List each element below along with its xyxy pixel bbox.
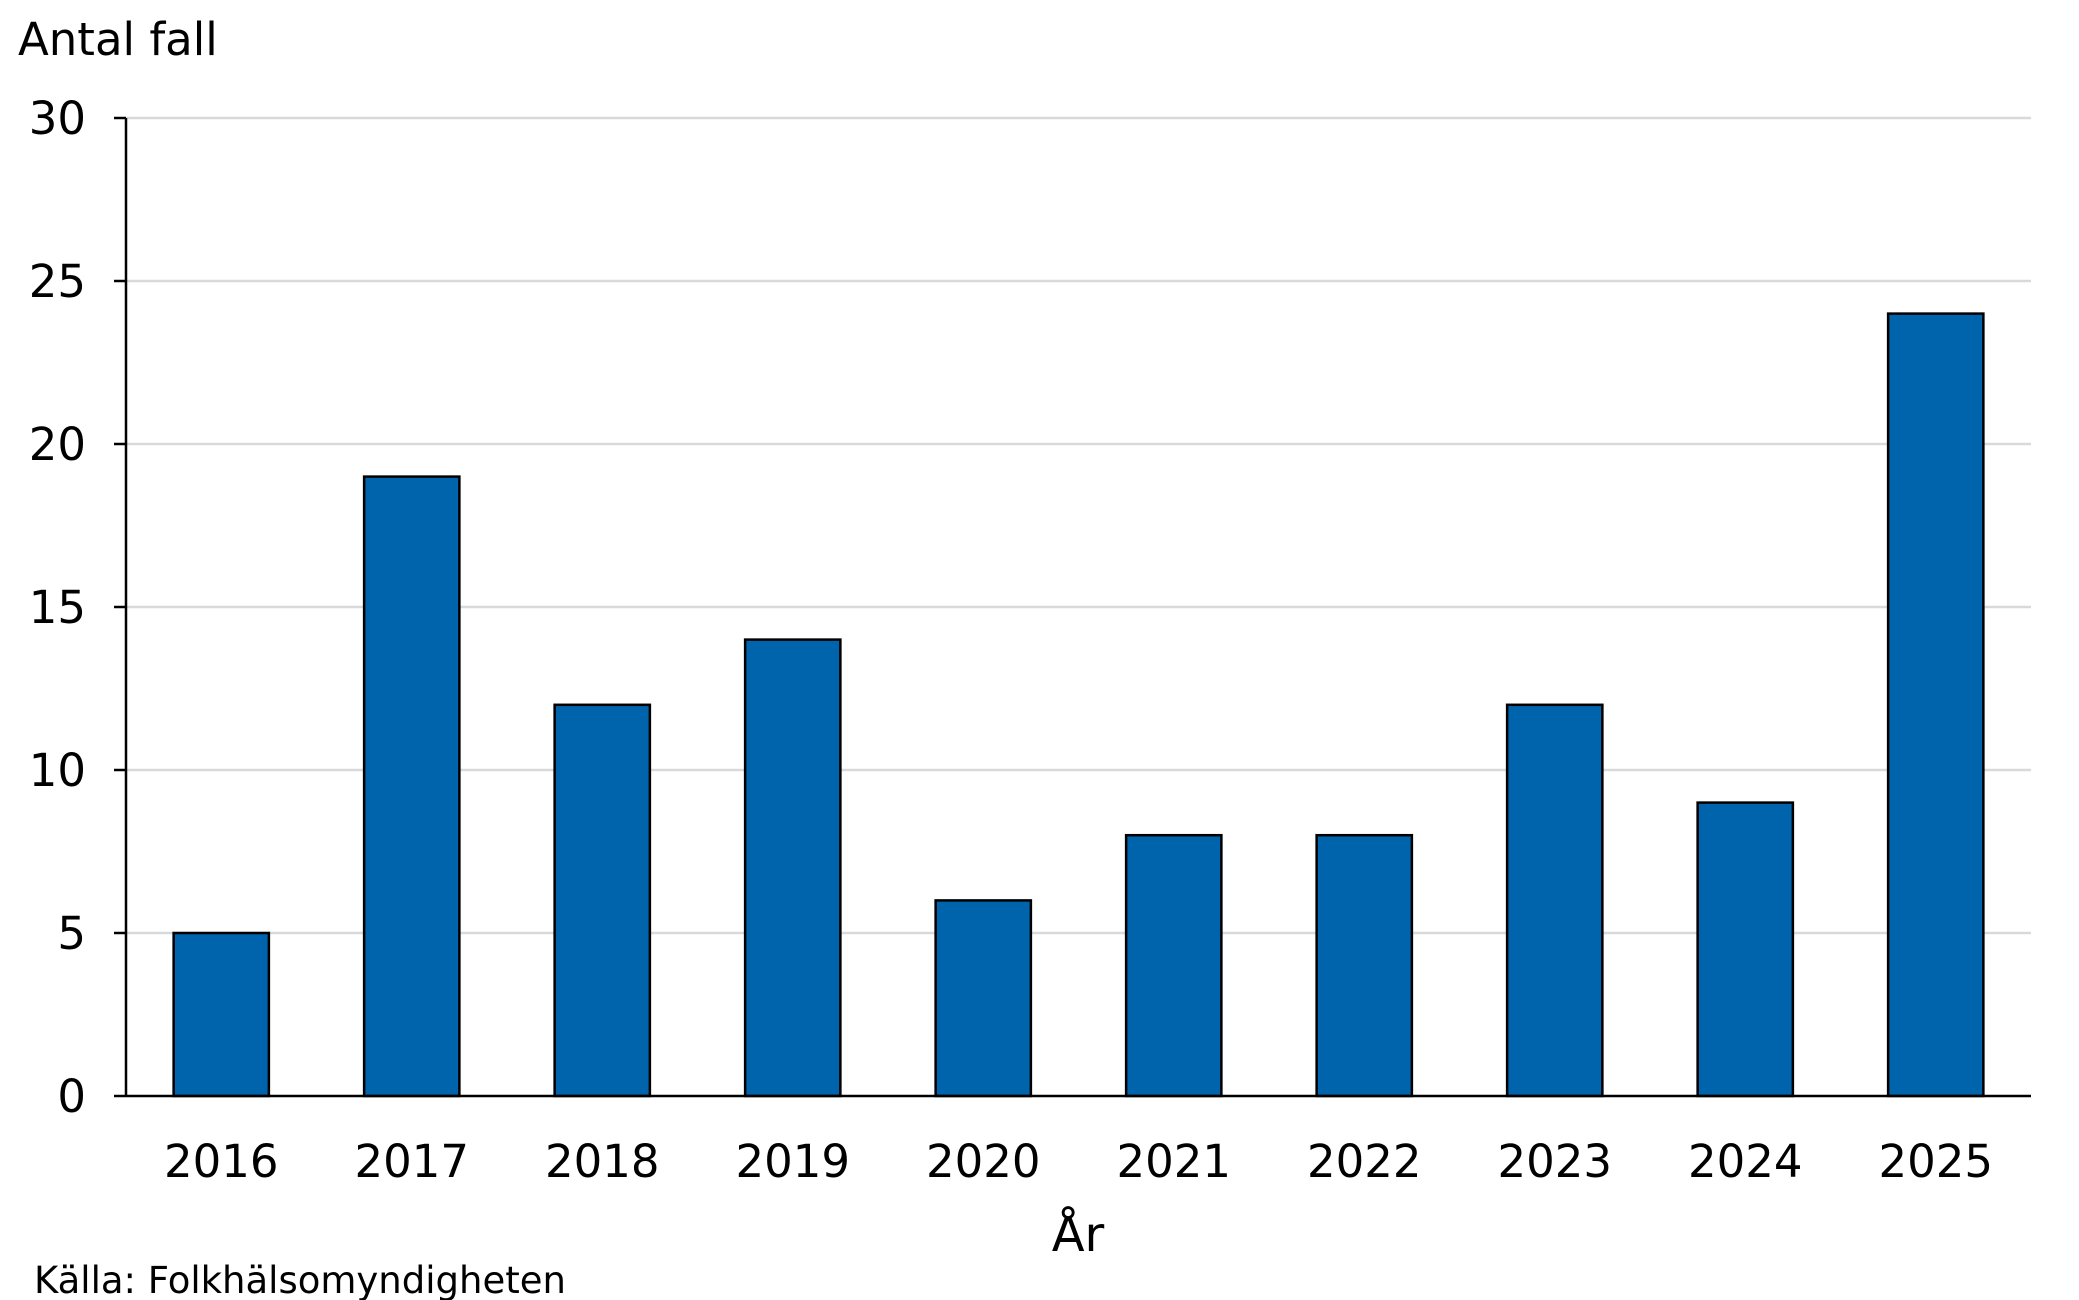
x-tick-label: 2025 bbox=[1878, 1135, 1993, 1188]
x-axis-ticks: 2016 2017 2018 2019 2020 2021 2022 2023 2024 2025 bbox=[164, 1135, 1993, 1188]
bar-2017 bbox=[362, 475, 461, 1098]
bars bbox=[172, 312, 1985, 1098]
bar-2019 bbox=[743, 638, 842, 1098]
x-tick-label: 2021 bbox=[1116, 1135, 1231, 1188]
y-tick-label: 30 bbox=[29, 92, 86, 145]
y-axis-ticks: 0 5 10 15 20 25 30 bbox=[29, 92, 126, 1123]
source-note: Källa: Folkhälsomyndigheten bbox=[34, 1259, 566, 1300]
x-tick-label: 2018 bbox=[545, 1135, 660, 1188]
y-tick-label: 20 bbox=[29, 418, 86, 471]
y-tick-label: 5 bbox=[57, 907, 86, 960]
x-tick-label: 2020 bbox=[926, 1135, 1041, 1188]
y-tick-label: 15 bbox=[29, 581, 86, 634]
x-tick-label: 2016 bbox=[164, 1135, 279, 1188]
bar-2022 bbox=[1315, 833, 1414, 1098]
x-tick-label: 2024 bbox=[1688, 1135, 1803, 1188]
bar-2023 bbox=[1505, 703, 1604, 1098]
x-tick-label: 2022 bbox=[1307, 1135, 1422, 1188]
bar-2021 bbox=[1124, 833, 1223, 1098]
y-axis-title: Antal fall bbox=[18, 13, 218, 66]
y-tick-label: 25 bbox=[29, 255, 86, 308]
x-tick-label: 2019 bbox=[735, 1135, 850, 1188]
x-tick-label: 2017 bbox=[354, 1135, 469, 1188]
y-tick-label: 0 bbox=[57, 1070, 86, 1123]
x-tick-label: 2023 bbox=[1497, 1135, 1612, 1188]
bar-2020 bbox=[934, 899, 1033, 1098]
bar-2016 bbox=[172, 931, 271, 1098]
y-tick-label: 10 bbox=[29, 744, 86, 797]
x-axis-title: År bbox=[1052, 1206, 1105, 1263]
bar-2024 bbox=[1696, 801, 1795, 1098]
bar-2025 bbox=[1886, 312, 1985, 1098]
bar-2018 bbox=[553, 703, 652, 1098]
